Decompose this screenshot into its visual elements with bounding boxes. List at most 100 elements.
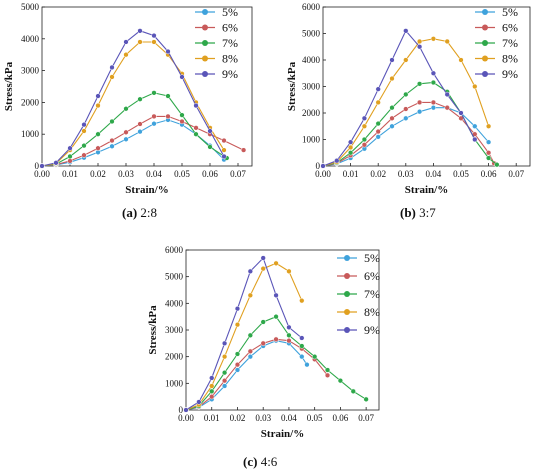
data-point [67,145,73,151]
x-tick-label: 0.06 [481,169,497,179]
x-tick-label: 0.02 [90,169,106,179]
data-point [196,399,202,405]
legend-marker [202,9,208,15]
y-tick-label: 5000 [302,29,321,39]
legend-label: 6% [222,21,238,35]
legend-marker [482,71,488,77]
data-point [416,44,423,50]
x-tick-label: 0.00 [178,413,194,423]
data-point [334,158,340,164]
y-tick-label: 3000 [21,66,40,76]
data-point [430,99,437,106]
legend-label: 9% [364,323,380,337]
data-point [234,351,241,357]
data-point [375,99,381,106]
data-point [337,378,344,384]
data-point [109,143,115,149]
y-axis-label: Stress/kPa [286,61,298,111]
y-tick-label: 6000 [165,245,184,255]
y-tick-label: 2000 [21,97,40,107]
data-point [221,354,228,360]
data-point [151,32,157,39]
data-point [123,52,129,58]
series-line-9% [185,256,303,411]
data-point [137,129,143,135]
y-tick-label: 0 [179,405,184,415]
data-point [207,144,213,150]
plot-frame [41,6,253,167]
data-point [273,260,279,266]
y-tick-label: 3000 [165,325,184,335]
data-point [260,340,266,346]
x-tick-label: 0.06 [202,169,218,179]
data-point [350,388,356,394]
data-point [165,48,171,55]
data-point [193,125,199,131]
legend-label: 7% [222,36,238,50]
x-tick-label: 0.02 [230,413,246,423]
data-point [221,147,227,153]
data-point [286,324,292,330]
data-point [458,110,464,116]
y-axis-label: Stress/kPa [147,305,159,355]
data-point [221,340,228,346]
data-point [67,158,73,164]
legend-label: 9% [222,67,238,81]
data-point [430,79,437,86]
y-tick-label: 2000 [302,108,321,118]
data-point [221,383,228,389]
data-point [375,86,381,92]
data-point [444,105,450,111]
caption-ratio: 3:7 [416,205,436,220]
data-point [109,74,115,80]
x-tick-label: 0.04 [281,413,297,423]
data-point [347,139,354,145]
data-point [403,115,409,121]
x-axis-label: Strain/% [125,184,168,196]
legend-label: 5% [364,251,380,265]
caption-ratio: 4:6 [257,454,277,469]
data-point [81,128,87,134]
data-point [416,109,423,115]
y-axis-label: Stress/kPa [3,61,15,111]
data-point [299,298,305,304]
x-tick-label: 0.00 [315,169,331,179]
data-point [403,57,409,63]
caption-letter: (b) [400,205,416,220]
data-point [234,322,241,328]
data-point [123,129,129,135]
data-point [320,163,326,169]
data-point [109,118,115,125]
data-point [109,137,115,144]
legend-marker [202,71,208,77]
x-tick-label: 0.01 [204,413,220,423]
data-point [472,136,478,143]
caption-letter: (c) [243,454,257,469]
data-point [67,153,73,160]
x-tick-label: 0.03 [255,413,271,423]
y-tick-label: 1000 [21,129,40,139]
data-point [209,394,215,400]
y-tick-label: 2000 [165,352,184,362]
legend-label: 7% [502,36,518,50]
data-point [151,39,157,45]
data-point [494,162,500,168]
legend-marker [344,291,350,297]
caption-ratio: 2:8 [137,205,157,220]
data-point [109,64,115,71]
legend-marker [344,273,350,279]
data-point [179,118,185,125]
data-point [240,147,247,153]
data-point [165,113,171,120]
data-point [361,142,368,148]
chart-panel-1: 0.00 0.01 0.02 0.03 0.04 0.05 0.06 0.07 0 1000 200… [286,2,531,220]
y-tick-label: 5000 [21,2,40,12]
y-tick-label: 4000 [165,298,184,308]
x-tick-label: 0.03 [118,169,134,179]
data-point [137,39,143,45]
data-point [260,266,266,272]
legend-marker [344,255,350,261]
x-tick-label: 0.07 [508,169,524,179]
data-point [95,102,101,109]
